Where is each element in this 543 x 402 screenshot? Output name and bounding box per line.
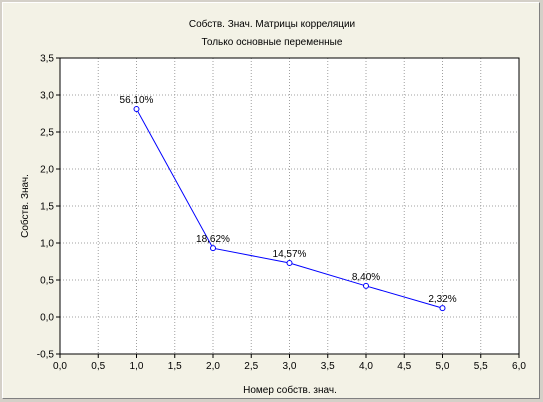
data-label: 14,57%	[273, 249, 307, 260]
x-tick-label: 2,0	[206, 361, 220, 372]
x-tick-label: 3,0	[283, 361, 297, 372]
chart-title: Собств. Знач. Матрицы корреляции	[189, 18, 355, 30]
data-label: 8,40%	[352, 272, 380, 283]
y-tick-label: 0,0	[40, 313, 54, 324]
x-tick-label: 5,5	[474, 361, 488, 372]
y-tick-label: -0,5	[37, 350, 55, 361]
data-label: 56,10%	[120, 95, 154, 106]
x-tick-label: 0,0	[53, 361, 67, 372]
x-tick-label: 2,5	[244, 361, 258, 372]
data-series: 56,10% 18,62% 14,57% 8,40% 2,32%	[120, 95, 457, 312]
chart-svg: Собств. Знач. Матрицы корреляции Только …	[19, 18, 527, 396]
x-tick-label: 4,5	[397, 361, 411, 372]
data-point	[133, 106, 140, 113]
y-tick-label: 2,0	[40, 165, 54, 176]
x-tick-label: 6,0	[512, 361, 526, 372]
chart-subtitle: Только основные переменные	[202, 37, 343, 48]
x-tick-label: 1,5	[168, 361, 182, 372]
y-tick-label: 3,0	[40, 91, 54, 102]
x-tick-label: 4,0	[359, 361, 373, 372]
x-axis-label: Номер собств. знач.	[243, 384, 337, 396]
data-point	[439, 305, 446, 312]
x-tick-label: 1,0	[130, 361, 144, 372]
y-tick-label: 1,5	[40, 202, 54, 213]
y-tick-label: 0,5	[40, 276, 54, 287]
data-label: 2,32%	[428, 294, 456, 305]
plot-frame	[59, 57, 520, 355]
chart-window: Собств. Знач. Матрицы корреляции Только …	[2, 2, 540, 399]
data-point	[210, 245, 216, 252]
x-tick-label: 0,5	[91, 361, 105, 372]
axis-ticks: 0,0 0,5 1,0 1,5 2,0 2,5 3,0 3,5 4,0 4,5 5,0 5,5 6,0 -…	[37, 54, 527, 373]
data-label: 18,62%	[196, 234, 230, 245]
y-axis-label: Собств. Знач.	[19, 174, 31, 238]
x-tick-label: 3,5	[321, 361, 335, 372]
x-tick-label: 5,0	[436, 361, 450, 372]
data-point	[286, 259, 293, 266]
data-point	[363, 282, 369, 289]
y-tick-label: 1,0	[40, 239, 54, 250]
grid-lines	[60, 58, 519, 354]
y-tick-label: 2,5	[40, 128, 54, 139]
y-tick-label: 3,5	[40, 54, 54, 65]
